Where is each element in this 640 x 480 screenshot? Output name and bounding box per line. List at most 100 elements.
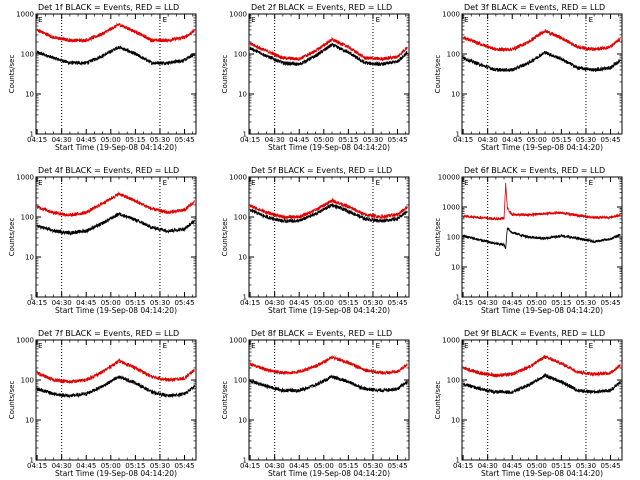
y-tick-label: 100 [21,377,34,385]
series-lld [462,29,621,53]
marker-label: E [376,342,380,350]
y-tick-label: 1000 [16,11,34,19]
marker-label: E [251,342,255,350]
x-tick-label: 05:15 [551,462,571,470]
y-tick-label: 10 [238,417,247,425]
x-axis-label: Start Time (19-Sep-08 04:14:20) [481,469,603,478]
x-tick-label: 04:30 [52,136,72,144]
panel-4: Det 4f BLACK = Events, RED = LLD E E 1 10 100… [8,166,197,315]
x-tick-label: 05:00 [314,136,334,144]
y-axis-label: Counts/sec [8,55,16,94]
x-tick-label: 04:30 [478,136,498,144]
panel-7: Det 7f BLACK = Events, RED = LLD E E 1 10 100… [8,329,197,478]
x-tick-label: 05:00 [101,462,121,470]
series-lld [249,37,408,62]
x-tick-label: 04:15 [240,462,260,470]
panel-title: Det 2f BLACK = Events, RED = LLD [251,3,392,12]
marker-label: E [163,179,167,187]
x-tick-label: 05:00 [527,136,547,144]
plot-frame [35,339,197,461]
x-axis-label: Start Time (19-Sep-08 04:14:20) [55,306,177,315]
x-tick-label: 04:45 [502,462,522,470]
marker-label: E [376,16,380,24]
x-tick-label: 04:45 [76,136,96,144]
panel-6: Det 6f BLACK = Events, RED = LLD E E 1 10 100… [434,166,623,315]
plot-frame [461,339,623,461]
x-tick-label: 04:45 [502,136,522,144]
marker-label: E [38,16,42,24]
y-tick-label: 100 [447,377,460,385]
x-tick-label: 05:00 [101,136,121,144]
x-axis-label: Start Time (19-Sep-08 04:14:20) [481,306,603,315]
x-axis-label: Start Time (19-Sep-08 04:14:20) [268,143,390,152]
y-axis-label: Counts/sec [8,218,16,257]
y-tick-label: 100 [21,51,34,59]
panel-1: Det 1f BLACK = Events, RED = LLD E E 1 10 100… [8,3,197,152]
y-tick-label: 1000 [229,174,247,182]
panel-title: Det 3f BLACK = Events, RED = LLD [464,3,605,12]
y-tick-label: 1000 [442,337,460,345]
panel-title: Det 1f BLACK = Events, RED = LLD [38,3,179,12]
y-tick-label: 100 [21,214,34,222]
marker-label: E [464,16,468,24]
y-tick-label: 1 [243,131,247,139]
x-tick-label: 05:45 [600,136,620,144]
marker-label: E [464,179,468,187]
x-tick-label: 05:45 [174,299,194,307]
series-lld [249,355,408,376]
x-axis-label: Start Time (19-Sep-08 04:14:20) [55,469,177,478]
x-tick-label: 05:45 [174,136,194,144]
x-tick-label: 04:15 [27,462,47,470]
y-tick-label: 1000 [16,174,34,182]
x-tick-label: 04:15 [27,136,47,144]
panel-title: Det 8f BLACK = Events, RED = LLD [251,329,392,338]
marker-label: E [251,179,255,187]
x-axis-label: Start Time (19-Sep-08 04:14:20) [268,306,390,315]
series-lld [249,197,408,221]
panel-3: Det 3f BLACK = Events, RED = LLD E E 1 10 100… [434,3,623,152]
series-events [462,50,621,73]
series-events [249,42,408,67]
series-lld [36,358,195,385]
panel-title: Det 5f BLACK = Events, RED = LLD [251,166,392,175]
y-tick-label: 1 [456,294,460,302]
x-tick-label: 05:30 [150,299,170,307]
x-tick-label: 05:45 [600,299,620,307]
x-tick-label: 04:15 [453,462,473,470]
x-tick-label: 05:15 [338,462,358,470]
marker-label: E [589,16,593,24]
x-tick-label: 04:45 [76,462,96,470]
x-tick-label: 05:00 [527,462,547,470]
marker-label: E [163,16,167,24]
x-tick-label: 05:15 [551,299,571,307]
x-tick-label: 04:30 [265,299,285,307]
panel-title: Det 9f BLACK = Events, RED = LLD [464,329,605,338]
panel-9: Det 9f BLACK = Events, RED = LLD E E 1 10 100… [434,329,623,478]
plot-frame [248,176,410,298]
x-axis-label: Start Time (19-Sep-08 04:14:20) [268,469,390,478]
x-tick-label: 04:30 [265,136,285,144]
series-lld [462,354,621,379]
y-tick-label: 10 [451,264,460,272]
marker-label: E [376,179,380,187]
series-events [36,212,195,237]
series-events [36,375,195,399]
panel-5: Det 5f BLACK = Events, RED = LLD E E 1 10 100… [221,166,410,315]
y-axis-label: Counts/sec [434,55,442,94]
x-tick-label: 05:30 [363,136,383,144]
x-axis-label: Start Time (19-Sep-08 04:14:20) [55,143,177,152]
x-tick-label: 05:45 [387,136,407,144]
y-tick-label: 1 [456,131,460,139]
plot-frame [35,176,197,298]
series-events [462,227,621,250]
x-tick-label: 04:45 [289,462,309,470]
x-tick-label: 04:30 [478,462,498,470]
plot-frame [35,13,197,135]
panel-title: Det 4f BLACK = Events, RED = LLD [38,166,179,175]
panel-title: Det 6f BLACK = Events, RED = LLD [464,166,605,175]
x-tick-label: 04:45 [289,136,309,144]
x-tick-label: 04:15 [453,299,473,307]
x-tick-label: 05:15 [338,299,358,307]
x-tick-label: 05:00 [527,299,547,307]
series-events [249,202,408,224]
